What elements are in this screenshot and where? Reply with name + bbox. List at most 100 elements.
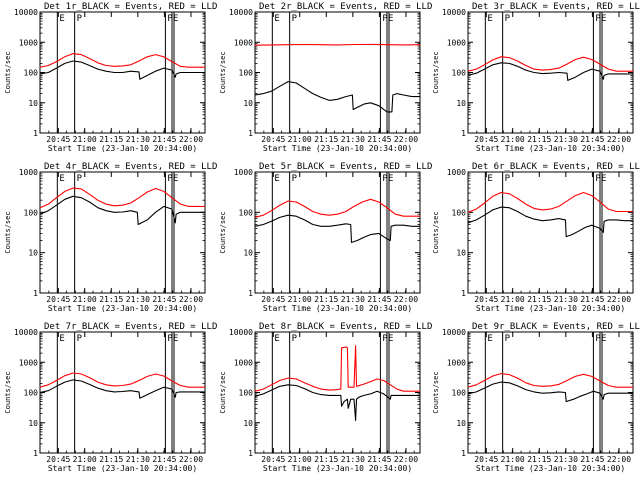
x-tick-label: 21:45: [580, 455, 604, 464]
event-marker-label: E: [173, 14, 178, 24]
event-marker-label: E: [388, 174, 393, 184]
x-tick-label: 21:15: [527, 295, 551, 304]
x-tick-label: 21:30: [126, 135, 150, 144]
y-tick-label: 1000: [19, 38, 38, 47]
x-axis-label: Start Time (23-Jan-10 20:34:00): [263, 304, 412, 313]
y-tick-label: 10: [243, 99, 253, 108]
x-tick-label: 21:00: [288, 135, 312, 144]
x-tick-label: 21:15: [99, 295, 123, 304]
x-axis-label: Start Time (23-Jan-10 20:34:00): [263, 464, 412, 473]
event-marker-label: P: [505, 174, 511, 184]
x-tick-label: 20:45: [261, 455, 285, 464]
y-axis-label: Counts/sec: [4, 371, 12, 413]
y-axis-label: Counts/sec: [219, 51, 227, 93]
x-axis-label: Start Time (23-Jan-10 20:34:00): [48, 144, 197, 153]
detector-panel: Det 9r_BLACK = Events, RED = LLD 1 10 100 10…: [432, 322, 640, 473]
x-tick-label: 21:15: [314, 135, 338, 144]
y-tick-label: 10: [456, 249, 466, 258]
detector-panel: Det 6r_BLACK = Events, RED = LLD 1 10 100 10…: [432, 162, 640, 313]
x-tick-label: 22:00: [394, 455, 418, 464]
y-tick-label: 1: [33, 129, 38, 138]
y-tick-label: 1: [33, 289, 38, 298]
y-tick-label: 100: [239, 69, 254, 78]
detector-panel: Det 8r_BLACK = Events, RED = LLD 1 10 100 10…: [219, 322, 432, 473]
y-axis-label: Counts/sec: [4, 211, 12, 253]
y-tick-label: 10: [28, 99, 38, 108]
x-tick-label: 20:45: [46, 455, 70, 464]
event-marker-label: P: [595, 14, 601, 24]
x-tick-label: 21:30: [341, 455, 365, 464]
panel-title: Det 3r_BLACK = Events, RED = LLD: [472, 2, 640, 12]
events-rate-line: [467, 62, 633, 81]
panel-title: Det 1r_BLACK = Events, RED = LLD: [44, 2, 217, 12]
panel-title: Det 4r_BLACK = Events, RED = LLD: [44, 162, 217, 172]
y-tick-label: 10: [243, 419, 253, 428]
event-marker-label: P: [77, 334, 83, 344]
panel-title: Det 2r_BLACK = Events, RED = LLD: [259, 2, 432, 12]
x-axis-label: Start Time (23-Jan-10 20:34:00): [48, 304, 197, 313]
lld-rate-line: [39, 53, 205, 68]
lld-rate-line: [254, 43, 421, 46]
x-tick-label: 21:00: [73, 135, 97, 144]
lld-rate-line: [254, 345, 420, 392]
x-tick-label: 21:30: [126, 295, 150, 304]
x-tick-label: 21:30: [554, 295, 578, 304]
panel-title: Det 9r_BLACK = Events, RED = LLD: [472, 322, 640, 332]
event-marker-label: P: [382, 334, 388, 344]
event-marker-label: E: [487, 14, 492, 24]
x-tick-label: 20:45: [46, 295, 70, 304]
x-axis-label: Start Time (23-Jan-10 20:34:00): [476, 144, 625, 153]
detector-panel: Det 5r_BLACK = Events, RED = LLD 1 10 100 10…: [219, 162, 432, 313]
event-marker-label: P: [292, 334, 298, 344]
x-tick-label: 21:15: [99, 135, 123, 144]
x-tick-label: 21:00: [501, 295, 525, 304]
y-tick-label: 1000: [234, 358, 253, 367]
event-marker-label: P: [167, 174, 173, 184]
event-marker-label: E: [59, 14, 64, 24]
y-tick-label: 10000: [14, 328, 38, 337]
y-tick-label: 1: [461, 289, 466, 298]
y-tick-label: 10000: [442, 328, 466, 337]
x-tick-label: 21:45: [367, 135, 391, 144]
plot-frame: [39, 331, 206, 454]
y-axis-label: Counts/sec: [432, 51, 440, 93]
lld-rate-line: [467, 373, 633, 388]
y-tick-label: 1: [248, 129, 253, 138]
events-rate-line: [39, 195, 205, 226]
y-tick-label: 1000: [19, 168, 38, 177]
y-axis-label: Counts/sec: [219, 211, 227, 253]
y-axis-label: Counts/sec: [4, 51, 12, 93]
y-tick-label: 100: [239, 208, 254, 217]
x-tick-label: 22:00: [394, 295, 418, 304]
event-marker-label: E: [601, 334, 606, 344]
lld-rate-line: [254, 198, 420, 218]
x-tick-label: 22:00: [607, 135, 631, 144]
event-marker-label: P: [505, 334, 511, 344]
event-marker-label: E: [388, 334, 393, 344]
x-tick-label: 21:00: [501, 455, 525, 464]
event-marker-label: E: [601, 14, 606, 24]
panel-title: Det 6r_BLACK = Events, RED = LLD: [472, 162, 640, 172]
x-tick-label: 20:45: [474, 295, 498, 304]
x-tick-label: 22:00: [394, 135, 418, 144]
x-tick-label: 22:00: [179, 295, 203, 304]
x-tick-label: 20:45: [261, 135, 285, 144]
x-tick-label: 21:00: [501, 135, 525, 144]
event-marker-label: E: [274, 334, 279, 344]
x-tick-label: 20:45: [474, 455, 498, 464]
x-tick-label: 20:45: [46, 135, 70, 144]
y-tick-label: 10: [243, 249, 253, 258]
x-tick-label: 21:00: [288, 455, 312, 464]
plot-frame: [467, 11, 634, 134]
y-axis-label: Counts/sec: [432, 371, 440, 413]
x-axis-label: Start Time (23-Jan-10 20:34:00): [476, 464, 625, 473]
events-rate-line: [39, 379, 205, 399]
events-rate-line: [254, 81, 420, 113]
event-marker-label: E: [388, 14, 393, 24]
x-tick-label: 20:45: [261, 295, 285, 304]
event-marker-label: E: [173, 334, 178, 344]
x-tick-label: 21:45: [152, 295, 176, 304]
y-axis-label: Counts/sec: [432, 211, 440, 253]
x-tick-label: 22:00: [179, 455, 203, 464]
